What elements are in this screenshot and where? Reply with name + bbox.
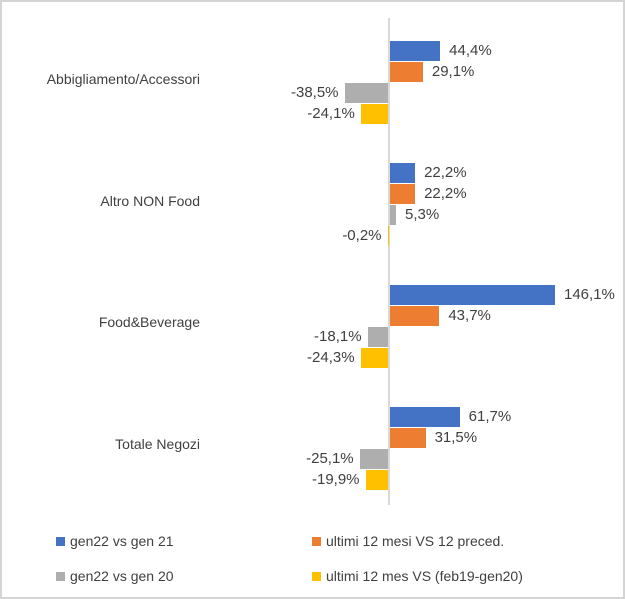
bar-value-label: 61,7% bbox=[468, 408, 512, 425]
bar-series3-cat2 bbox=[360, 348, 388, 368]
legend-swatch-icon bbox=[312, 571, 321, 581]
legend-item-series3: ultimi 12 mes VS (feb19-gen20) bbox=[312, 568, 523, 584]
legend-swatch-icon bbox=[56, 571, 65, 581]
bar-value-label: -24,1% bbox=[307, 105, 355, 122]
bar-series1-cat2 bbox=[390, 306, 440, 326]
bar-series0-cat1 bbox=[390, 163, 416, 183]
category-label: Abbigliamento/Accessori bbox=[46, 71, 200, 87]
bar-series1-cat0 bbox=[390, 62, 423, 82]
bar-series3-cat1 bbox=[387, 226, 388, 246]
bar-value-label: 146,1% bbox=[564, 286, 615, 303]
category-label: Altro NON Food bbox=[100, 193, 200, 209]
plot-area: Abbigliamento/Accessori 44,4% 29,1% -38,5% -… bbox=[2, 2, 623, 512]
legend-item-series1: ultimi 12 mesi VS 12 preced. bbox=[312, 533, 504, 549]
bar-value-label: -25,1% bbox=[306, 450, 354, 467]
bar-value-label: -0,2% bbox=[342, 227, 382, 244]
bar-series1-cat1 bbox=[390, 184, 416, 204]
bar-value-label: -18,1% bbox=[314, 328, 362, 345]
legend-item-series2: gen22 vs gen 20 bbox=[56, 568, 174, 584]
legend-swatch-icon bbox=[56, 536, 65, 546]
legend-label: ultimi 12 mesi VS 12 preced. bbox=[326, 533, 505, 549]
bar-value-label: 22,2% bbox=[424, 164, 467, 181]
bar-value-label: -19,9% bbox=[311, 471, 360, 488]
bar-series0-cat0 bbox=[390, 41, 441, 61]
category-label: Totale Negozi bbox=[115, 436, 200, 452]
bar-value-label: 43,7% bbox=[448, 307, 491, 324]
bar-series1-cat3 bbox=[390, 428, 426, 448]
value-axis-line bbox=[388, 18, 390, 505]
bar-value-label: 44,4% bbox=[449, 42, 492, 59]
legend-label: gen22 vs gen 20 bbox=[70, 568, 174, 584]
legend-label: gen22 vs gen 21 bbox=[70, 533, 174, 549]
bar-series2-cat0 bbox=[344, 83, 388, 103]
bar-series2-cat2 bbox=[367, 327, 388, 347]
legend-label: ultimi 12 mes VS (feb19-gen20) bbox=[326, 568, 523, 584]
bar-value-label: -24,3% bbox=[307, 349, 355, 366]
bar-series2-cat3 bbox=[359, 449, 388, 469]
bar-series0-cat3 bbox=[390, 407, 460, 427]
bar-value-label: -38,5% bbox=[290, 84, 339, 101]
bar-value-label: 22,2% bbox=[424, 185, 467, 202]
bar-value-label: 31,5% bbox=[434, 429, 478, 446]
bar-series0-cat2 bbox=[390, 285, 555, 305]
bar-series2-cat1 bbox=[390, 205, 396, 225]
bar-value-label: 5,3% bbox=[404, 206, 440, 223]
legend-swatch-icon bbox=[312, 536, 321, 546]
bar-value-label: 29,1% bbox=[431, 63, 475, 80]
bar-series3-cat0 bbox=[360, 104, 388, 124]
legend-item-series0: gen22 vs gen 21 bbox=[56, 533, 174, 549]
bar-series3-cat3 bbox=[365, 470, 388, 490]
category-label: Food&Beverage bbox=[98, 314, 200, 330]
